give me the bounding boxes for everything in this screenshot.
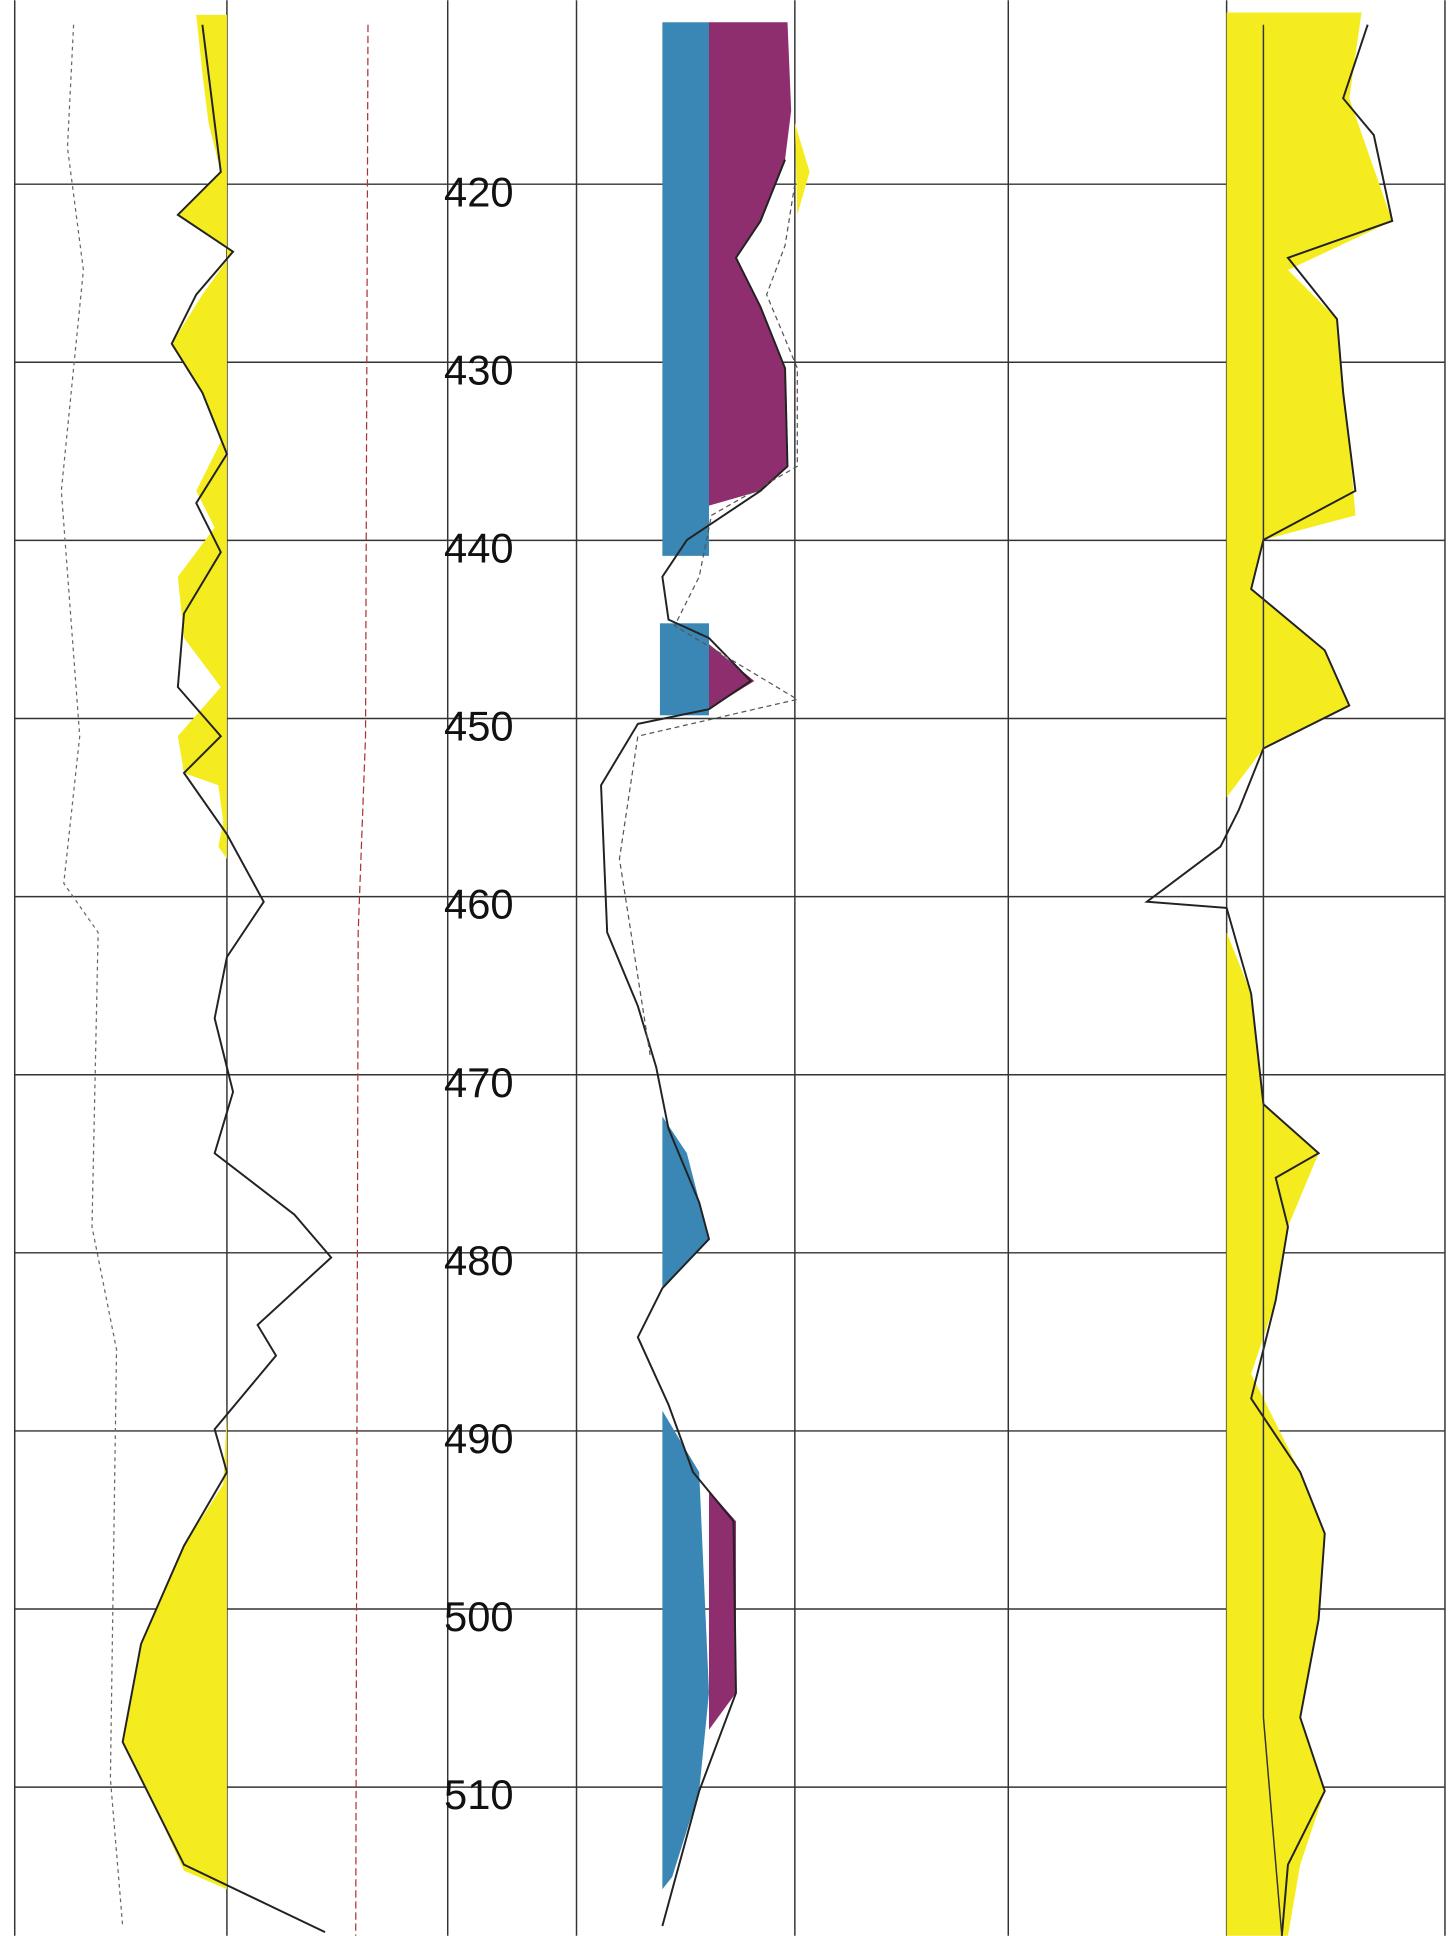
depth-label: 450	[444, 703, 514, 750]
blue-fill	[662, 1410, 709, 1890]
depth-labels: 420 430 440 450 460 470 480 490 500 510	[444, 168, 514, 1818]
depth-label: 430	[444, 346, 514, 393]
depth-label: 480	[444, 1237, 514, 1284]
blue-fill	[662, 22, 709, 556]
dashed-curve	[618, 184, 799, 1056]
log-curve	[121, 24, 333, 1934]
dashed-curve	[355, 24, 369, 1936]
log-curve	[1144, 24, 1394, 1936]
dashed-curve	[60, 24, 124, 1927]
depth-label: 440	[444, 524, 514, 571]
depth-label: 490	[444, 1415, 514, 1462]
depth-label: 510	[444, 1771, 514, 1818]
purple-fill	[708, 22, 792, 506]
shading	[171, 14, 234, 908]
purple-fill	[708, 1490, 736, 1730]
log-curve	[600, 159, 789, 1927]
log-curve	[1262, 24, 1283, 1936]
blue-fill	[659, 623, 709, 716]
depth-label: 460	[444, 881, 514, 928]
shading	[122, 1410, 227, 1890]
purple-fill	[708, 644, 755, 710]
depth-label: 420	[444, 168, 514, 215]
shading	[794, 122, 810, 215]
blue-fill	[662, 1116, 709, 1289]
shading	[1226, 12, 1393, 798]
depth-label: 470	[444, 1059, 514, 1106]
depth-label: 500	[444, 1593, 514, 1640]
